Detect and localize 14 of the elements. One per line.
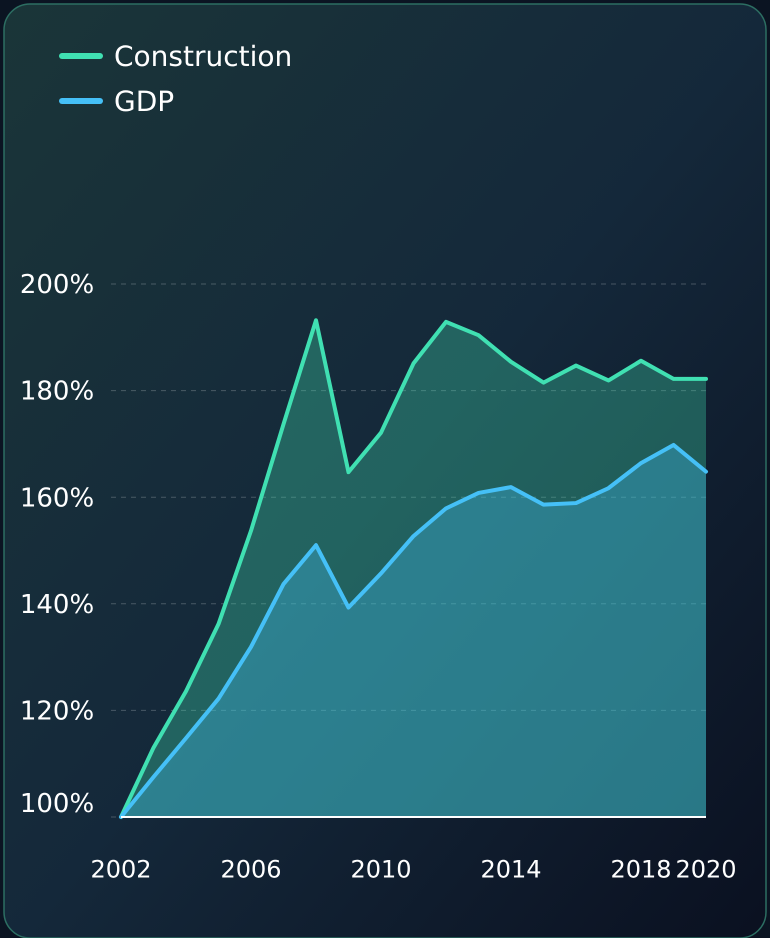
y-tick-label: 160% (20, 483, 94, 514)
x-tick-label: 2002 (90, 855, 152, 884)
x-tick-label: 2018 (610, 855, 672, 884)
x-tick-label: 2020 (675, 855, 737, 884)
y-tick-label: 120% (20, 696, 94, 726)
legend-label: GDP (114, 84, 174, 118)
x-tick-label: 2010 (350, 855, 412, 884)
y-tick-label: 140% (20, 590, 94, 620)
y-tick-label: 180% (20, 376, 94, 407)
y-tick-label: 200% (20, 270, 94, 300)
x-tick-label: 2006 (220, 855, 282, 884)
y-tick-label: 100% (20, 789, 94, 820)
legend-label: Construction (114, 40, 292, 73)
x-tick-label: 2014 (480, 855, 542, 884)
